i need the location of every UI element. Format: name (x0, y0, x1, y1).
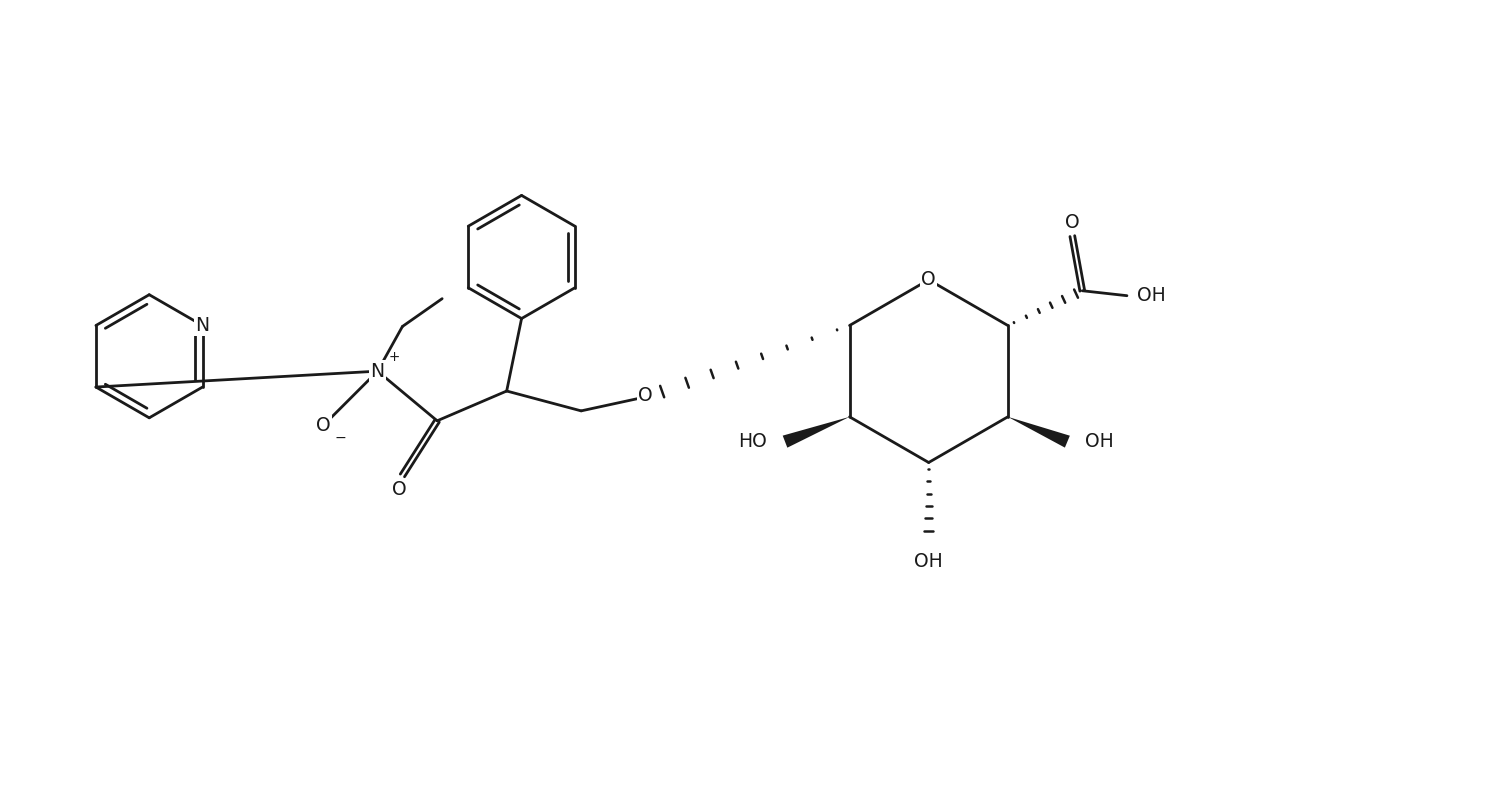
Text: −: − (334, 431, 346, 445)
Polygon shape (783, 417, 850, 448)
Text: O: O (1065, 213, 1080, 232)
Text: O: O (392, 479, 407, 499)
Text: OH: OH (1085, 432, 1114, 451)
Text: +: + (389, 351, 400, 364)
Polygon shape (1008, 417, 1070, 447)
Text: O: O (921, 270, 936, 289)
Text: OH: OH (1137, 286, 1165, 305)
Text: O: O (639, 387, 652, 406)
Text: N: N (370, 362, 385, 380)
Text: O: O (315, 417, 330, 435)
Text: HO: HO (739, 432, 767, 451)
Text: N: N (196, 316, 210, 335)
Text: OH: OH (914, 552, 944, 571)
